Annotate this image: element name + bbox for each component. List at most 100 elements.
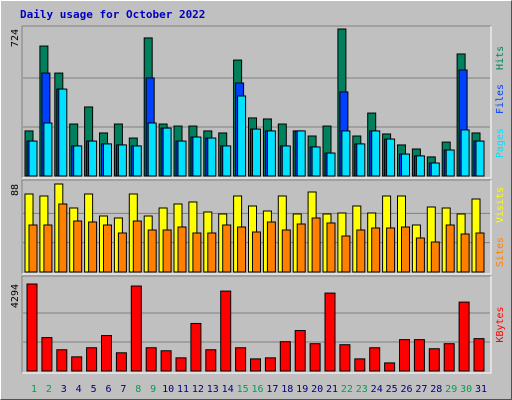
bar <box>220 290 232 372</box>
bar <box>147 229 157 273</box>
x-tick-label: 30 <box>460 384 472 395</box>
x-tick-label: 2 <box>46 384 52 395</box>
legend-label: Pages <box>495 128 506 158</box>
bar <box>58 203 68 273</box>
x-tick-label: 18 <box>281 384 293 395</box>
bar <box>88 140 98 177</box>
x-tick-label: 6 <box>105 384 111 395</box>
x-tick-label: 25 <box>386 384 398 395</box>
x-tick-label: 17 <box>266 384 278 395</box>
bar <box>326 222 336 273</box>
bar <box>460 233 470 273</box>
bar <box>162 127 172 177</box>
bar <box>86 347 98 372</box>
x-tick-label: 31 <box>475 384 487 395</box>
bar <box>192 136 202 177</box>
bar <box>401 153 410 177</box>
bar <box>415 237 425 273</box>
x-tick-label: 27 <box>415 384 427 395</box>
bar <box>147 122 157 177</box>
x-tick-label: 14 <box>222 384 234 395</box>
bar <box>145 347 157 372</box>
bar <box>475 140 485 177</box>
bar <box>130 285 142 372</box>
bar <box>73 145 83 177</box>
panel-highlight <box>22 26 492 179</box>
x-tick-label: 20 <box>311 384 323 395</box>
y-tick-label: 88 <box>10 184 21 196</box>
bar <box>190 322 202 372</box>
y-tick-label: 724 <box>10 29 21 47</box>
x-tick-label: 7 <box>120 384 126 395</box>
bar <box>73 220 83 273</box>
bar <box>41 337 53 372</box>
bar <box>115 352 127 372</box>
bar <box>296 223 306 273</box>
x-tick-label: 28 <box>430 384 442 395</box>
bar <box>58 88 68 177</box>
legend-label: Sites <box>495 237 506 267</box>
bar <box>473 338 485 372</box>
x-tick-label: 11 <box>177 384 189 395</box>
bar <box>460 129 470 177</box>
bar <box>445 149 455 177</box>
bar <box>354 358 366 372</box>
bar <box>296 130 306 177</box>
bar <box>26 283 38 372</box>
bar <box>162 229 172 273</box>
bar <box>294 330 306 372</box>
bar <box>399 339 410 372</box>
bar <box>56 349 68 372</box>
bar <box>443 343 455 372</box>
x-tick-label: 24 <box>371 384 383 395</box>
chart-title: Daily usage for October 2022 <box>20 8 205 21</box>
bar <box>415 155 425 177</box>
bar <box>250 358 261 372</box>
bar <box>371 130 381 177</box>
bar <box>341 130 351 177</box>
panel-highlight <box>22 276 492 374</box>
bar <box>324 292 336 372</box>
bar <box>281 145 291 177</box>
bar <box>341 235 351 273</box>
bar <box>356 143 366 177</box>
bar <box>192 232 202 273</box>
bar <box>309 343 321 372</box>
bar <box>88 221 98 273</box>
bar <box>132 145 142 177</box>
x-tick-label: 22 <box>341 384 353 395</box>
x-tick-label: 3 <box>61 384 67 395</box>
bar <box>475 232 485 273</box>
bar <box>413 339 425 372</box>
bar <box>43 224 53 273</box>
bar <box>339 344 351 372</box>
bar <box>237 226 247 273</box>
bar <box>252 231 261 273</box>
legend: Pages Files Hits <box>495 46 506 158</box>
bar <box>117 144 127 177</box>
x-tick-label: 23 <box>356 384 368 395</box>
bar <box>235 347 247 372</box>
x-tick-label: 13 <box>207 384 219 395</box>
x-tick-label: 12 <box>192 384 204 395</box>
x-tick-label: 10 <box>162 384 174 395</box>
bar <box>28 224 38 273</box>
x-tick-label: 4 <box>76 384 82 395</box>
bar <box>71 356 83 372</box>
bar <box>101 335 112 372</box>
bar <box>371 227 381 273</box>
bar <box>369 347 381 372</box>
legend: Sites Visits <box>495 187 506 267</box>
bar <box>177 140 187 177</box>
bar <box>103 224 112 273</box>
legend: KBytes <box>495 306 506 342</box>
bar <box>266 221 276 273</box>
legend-label: KBytes <box>495 306 506 342</box>
y-tick-label: 4294 <box>10 284 21 308</box>
x-tick-label: 15 <box>237 384 249 395</box>
bar <box>311 146 321 177</box>
bar <box>458 301 470 372</box>
x-tick-label: 8 <box>135 384 141 395</box>
x-tick-label: 16 <box>251 384 263 395</box>
